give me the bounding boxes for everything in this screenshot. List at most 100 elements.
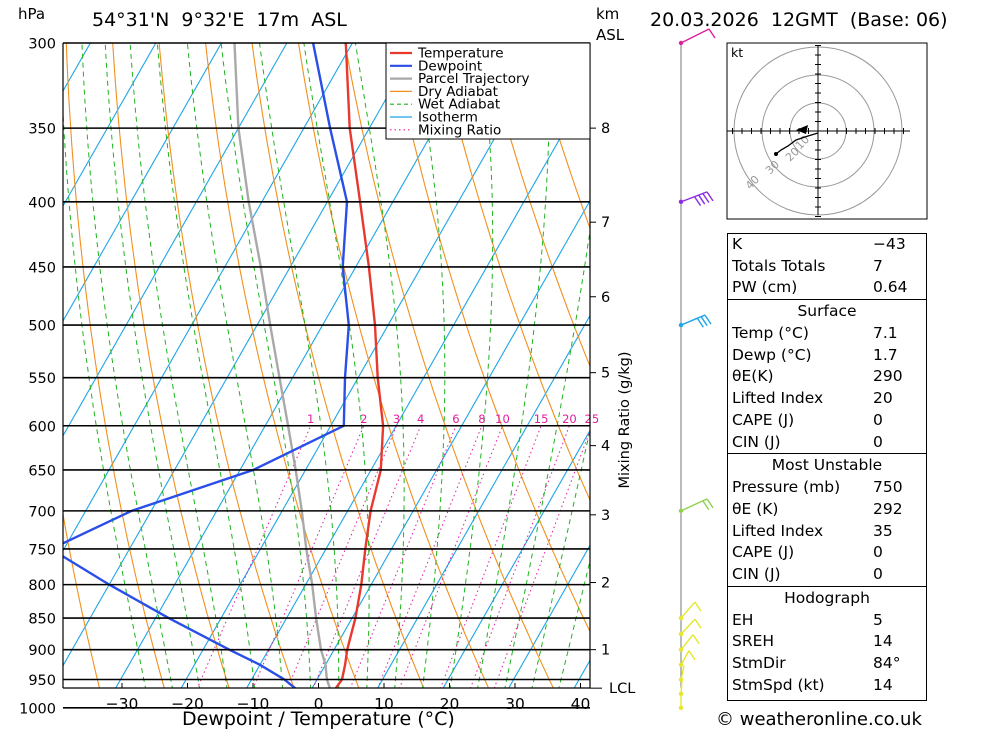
stats-label: Lifted Index (732, 521, 824, 540)
km-tick-label: 4 (601, 439, 610, 455)
legend-label: Dry Adiabat (418, 84, 498, 100)
x-tick-label: 0 (314, 695, 324, 713)
stats-value: 84° (873, 654, 901, 672)
stats-value: 0.64 (873, 278, 908, 297)
wet-adiabat-line (258, 43, 340, 688)
stats-row: CIN (J) 0 (728, 564, 926, 586)
km-tick-label: 7 (601, 215, 610, 231)
legend-label: Temperature (417, 46, 504, 62)
dry-adiabat-line (483, 43, 590, 368)
mixing-ratio-line (493, 429, 590, 688)
dewpoint-line (63, 43, 351, 688)
wind-barb-dot (678, 322, 684, 328)
wind-barb-flag (694, 601, 702, 612)
isotherm-line (246, 84, 590, 688)
km-tick-label: 1 (601, 643, 610, 659)
dry-adiabat-line (65, 43, 165, 688)
wet-adiabat-line (504, 227, 590, 688)
stats-row: Lifted Index 35 (728, 521, 926, 543)
pressure-tick-label: 900 (28, 643, 56, 659)
pressure-tick-label: 650 (28, 463, 56, 479)
wind-barb (680, 498, 708, 512)
copyright: © weatheronline.co.uk (716, 709, 922, 730)
isotherm-line (180, 43, 550, 688)
stats-label: StmDir (732, 654, 786, 672)
wind-barb (680, 650, 690, 666)
wind-barb-flag (694, 618, 702, 629)
mixing-ratio-label: 6 (452, 412, 459, 426)
pressure-tick-label: 750 (28, 542, 56, 558)
isotherm-line (63, 43, 91, 93)
wet-adiabat-line (531, 427, 590, 688)
wind-barb-dot (678, 662, 684, 667)
stats-label: CIN (J) (732, 432, 781, 451)
legend-label: Wet Adiabat (418, 97, 500, 113)
x-axis-label: Dewpoint / Temperature (°C) (182, 708, 455, 730)
stats-row: PW (cm) 0.64 (728, 277, 926, 299)
isotherm-line (311, 199, 590, 688)
wind-barb-flag (693, 196, 702, 207)
hodograph-storm-arrow (796, 125, 808, 134)
location-title: 54°31'N 9°32'E 17m ASL (92, 9, 347, 31)
hodograph-trace (775, 132, 819, 155)
stats-row: CAPE (J) 0 (728, 542, 926, 564)
wind-barb-dot (678, 615, 684, 621)
mixing-ratio-label: 8 (478, 412, 485, 426)
mixing-ratio-label: 3 (393, 412, 400, 426)
stats-row: CIN (J) 0 (728, 432, 926, 454)
stats-row: SREH 14 (728, 631, 926, 653)
pressure-tick-label: 300 (28, 37, 56, 53)
legend-label: Isotherm (418, 110, 478, 126)
mixing-ratio-line (469, 425, 570, 688)
mixing-ratio-label: 2 (360, 412, 367, 426)
mixing-ratio-label: 20 (562, 412, 577, 426)
isotherm-line (0, 43, 25, 733)
stats-value: 14 (873, 675, 893, 694)
stats-label: CAPE (J) (732, 410, 795, 429)
stats-value: 750 (873, 478, 903, 497)
wind-barb-flag (706, 498, 714, 509)
stats-label: Dewp (°C) (732, 345, 812, 364)
stats-label: Pressure (mb) (732, 478, 841, 497)
lcl-label: LCL (609, 681, 635, 697)
isotherm-line (442, 429, 590, 688)
mixing-ratio-label: 25 (585, 412, 600, 426)
stats-label: Totals Totals (732, 256, 826, 275)
wind-barb-flag (700, 316, 708, 327)
wind-barb-dot (678, 199, 684, 205)
stats-label: θE(K) (732, 367, 774, 386)
isotherm-line (63, 43, 222, 322)
wind-barb-flag (702, 193, 710, 203)
stats-panel: K −43 Totals Totals 7 PW (cm) 0.64 Surface Temp… (727, 233, 927, 701)
wind-barb-dot (678, 705, 684, 711)
stats-value: 290 (873, 367, 903, 386)
pressure-tick-label: 800 (28, 578, 56, 594)
wind-barb (680, 601, 696, 619)
pressure-tick-label: 600 (28, 419, 56, 435)
wet-adiabat-line (354, 43, 405, 688)
mixing-ratio-line (287, 425, 398, 688)
stats-row: StmSpd (kt) 14 (728, 675, 926, 697)
km-tick-label: 5 (601, 366, 610, 382)
stats-section-title: Surface (728, 299, 926, 323)
wet-adiabat-line (156, 43, 256, 688)
legend-label: Mixing Ratio (418, 122, 501, 138)
mixing-ratio-label: 1 (307, 412, 314, 426)
dry-adiabat-line (390, 43, 590, 633)
legend-label: Dewpoint (418, 58, 482, 74)
wet-adiabat-line (186, 43, 284, 688)
wet-adiabat-line (558, 559, 590, 688)
x-tick-label: 10 (374, 695, 394, 713)
wind-barb (680, 634, 694, 651)
stats-row: CAPE (J) 0 (728, 410, 926, 432)
isotherm-line (63, 43, 353, 552)
parcel-trajectory-line (233, 43, 332, 688)
pressure-tick-label: 950 (28, 673, 56, 689)
stats-value: 0 (873, 543, 883, 562)
stats-label: PW (cm) (732, 278, 798, 297)
datetime-title: 20.03.2026 12GMT (Base: 06) (650, 9, 948, 31)
pressure-tick-label: 1000 (19, 701, 56, 717)
km-label: km (596, 5, 620, 23)
pressure-tick-label: 450 (28, 260, 56, 276)
dry-adiabat-line (0, 43, 45, 733)
